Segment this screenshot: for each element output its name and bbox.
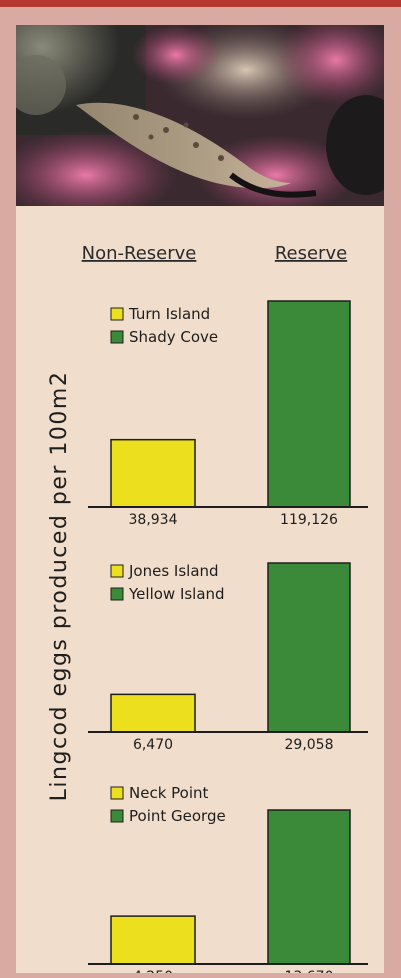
legend-label: Point George (129, 807, 226, 825)
legend-swatch-reserve (110, 587, 124, 601)
value-label-non-reserve: 38,934 (129, 512, 178, 528)
value-label-reserve: 13,670 (285, 969, 334, 973)
legend-swatch-non-reserve (110, 307, 124, 321)
legend-label: Neck Point (129, 784, 209, 802)
bar-reserve (267, 809, 351, 965)
legend-label: Shady Cove (129, 328, 218, 346)
y-axis-label: Lingcod eggs produced per 100m2 (47, 371, 72, 802)
legend-label: Turn Island (128, 305, 210, 323)
bar-reserve (267, 300, 351, 508)
bar-non-reserve (110, 693, 196, 733)
value-label-reserve: 119,126 (280, 512, 338, 528)
bar-non-reserve (110, 438, 196, 508)
legend-label: Jones Island (128, 562, 219, 580)
value-label-reserve: 29,058 (285, 737, 334, 753)
legend-label: Yellow Island (128, 585, 225, 603)
legend-swatch-reserve (110, 330, 124, 344)
bar-reserve (267, 562, 351, 733)
legend-swatch-non-reserve (110, 564, 124, 578)
figure-card: Non-Reserve Reserve Lingcod eggs produce… (16, 25, 384, 973)
legend-swatch-non-reserve (110, 786, 124, 800)
value-label-non-reserve: 4,250 (133, 969, 173, 973)
top-accent-bar (0, 0, 401, 7)
chart-panels: Turn Island Shady Cove 38,934 119,126 Jones … (88, 300, 368, 973)
legend-swatch-reserve (110, 809, 124, 823)
value-label-non-reserve: 6,470 (133, 737, 173, 753)
lingcod-photo (16, 25, 384, 206)
column-header-reserve: Reserve (275, 243, 347, 264)
column-header-non-reserve: Non-Reserve (82, 243, 197, 264)
lingcod-egg-chart: Non-Reserve Reserve Lingcod eggs produce… (47, 243, 368, 973)
bar-non-reserve (110, 915, 196, 965)
